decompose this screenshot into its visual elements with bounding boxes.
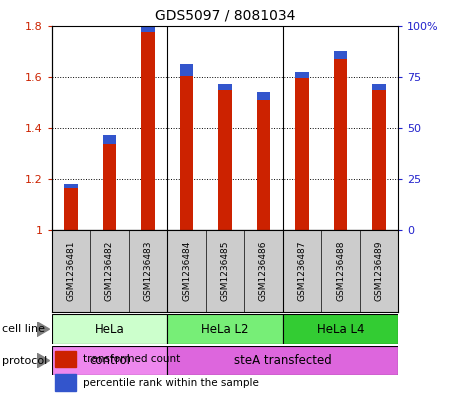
Bar bbox=[52, 346, 167, 375]
Text: GSM1236489: GSM1236489 bbox=[374, 241, 383, 301]
Text: GSM1236488: GSM1236488 bbox=[336, 241, 345, 301]
Bar bbox=[295, 72, 309, 78]
Polygon shape bbox=[37, 353, 50, 368]
Bar bbox=[103, 135, 116, 230]
Polygon shape bbox=[37, 322, 50, 336]
Text: GSM1236484: GSM1236484 bbox=[182, 241, 191, 301]
Bar bbox=[52, 314, 167, 344]
Text: steA transfected: steA transfected bbox=[234, 354, 332, 367]
Bar bbox=[372, 84, 386, 90]
Text: GSM1236486: GSM1236486 bbox=[259, 241, 268, 301]
Text: percentile rank within the sample: percentile rank within the sample bbox=[83, 378, 259, 387]
Text: control: control bbox=[89, 354, 130, 367]
Bar bbox=[295, 72, 309, 230]
Title: GDS5097 / 8081034: GDS5097 / 8081034 bbox=[155, 9, 295, 23]
Text: GSM1236481: GSM1236481 bbox=[67, 241, 76, 301]
Bar bbox=[55, 374, 76, 391]
Bar bbox=[257, 92, 270, 100]
Text: GSM1236482: GSM1236482 bbox=[105, 241, 114, 301]
Text: GSM1236487: GSM1236487 bbox=[297, 241, 306, 301]
Bar bbox=[64, 184, 78, 230]
Bar bbox=[180, 64, 193, 76]
Bar bbox=[180, 64, 193, 230]
Bar bbox=[141, 26, 155, 230]
Bar bbox=[167, 346, 398, 375]
Bar bbox=[167, 314, 283, 344]
Bar bbox=[257, 92, 270, 230]
Bar bbox=[64, 184, 78, 188]
Text: protocol: protocol bbox=[2, 356, 48, 365]
Bar bbox=[141, 26, 155, 32]
Text: HeLa: HeLa bbox=[94, 323, 124, 336]
Bar bbox=[283, 314, 398, 344]
Bar bbox=[55, 351, 76, 367]
Bar bbox=[334, 51, 347, 59]
Text: cell line: cell line bbox=[2, 324, 45, 334]
Text: GSM1236483: GSM1236483 bbox=[144, 241, 153, 301]
Bar bbox=[218, 84, 232, 90]
Bar bbox=[372, 84, 386, 230]
Bar bbox=[103, 135, 116, 143]
Text: transformed count: transformed count bbox=[83, 354, 180, 364]
Text: GSM1236485: GSM1236485 bbox=[220, 241, 230, 301]
Text: HeLa L2: HeLa L2 bbox=[201, 323, 249, 336]
Bar bbox=[218, 84, 232, 230]
Bar bbox=[334, 51, 347, 230]
Text: HeLa L4: HeLa L4 bbox=[317, 323, 364, 336]
